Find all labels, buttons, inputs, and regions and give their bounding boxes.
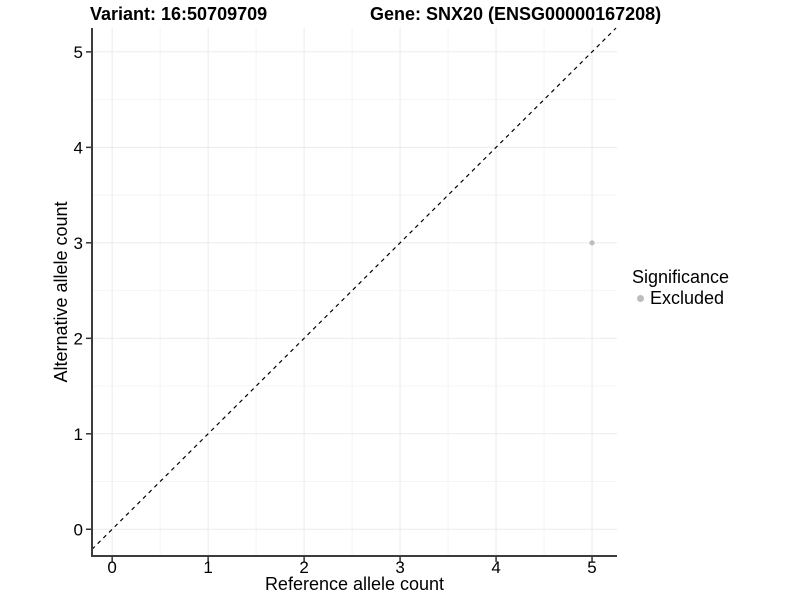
legend-excluded-dot-icon: [636, 295, 644, 302]
variant-title: Variant: 16:50709709: [90, 4, 268, 24]
y-tick-label: 2: [74, 329, 83, 348]
legend: Significance Excluded: [630, 267, 729, 309]
legend-key: [630, 295, 650, 302]
x-tick-label: 2: [299, 558, 308, 577]
y-tick-label: 5: [74, 43, 83, 62]
x-axis-title: Reference allele count: [264, 574, 445, 594]
x-tick-label: 5: [587, 558, 596, 577]
legend-entry-excluded: Excluded: [630, 288, 729, 309]
x-tick-label: 4: [491, 558, 500, 577]
y-tick-label: 3: [74, 234, 83, 253]
x-tick-label: 0: [107, 558, 116, 577]
y-tick-label: 0: [74, 520, 83, 539]
y-tick-label: 1: [74, 425, 83, 444]
x-tick-label: 1: [203, 558, 212, 577]
x-tick-label: 3: [395, 558, 404, 577]
identity-dashed-line: [91, 27, 617, 550]
data-point: [589, 240, 595, 246]
y-axis-title: Alternative allele count: [51, 201, 71, 383]
legend-title: Significance: [632, 267, 730, 287]
y-tick-label: 4: [74, 138, 83, 157]
gene-title: Gene: SNX20 (ENSG00000167208): [370, 4, 662, 24]
legend-entry-label: Excluded: [650, 288, 725, 308]
